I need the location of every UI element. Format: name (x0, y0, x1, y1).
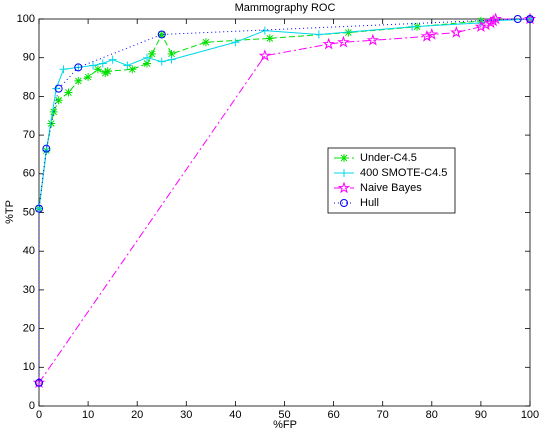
marker (93, 65, 102, 74)
x-tick-label: 50 (278, 409, 290, 421)
x-tick-label: 70 (377, 409, 389, 421)
x-tick-label: 40 (229, 409, 241, 421)
legend-marker (340, 199, 348, 207)
marker (157, 57, 166, 66)
legend-marker (340, 154, 348, 162)
marker (143, 59, 152, 68)
x-tick-label: 60 (327, 409, 339, 421)
marker (167, 55, 176, 64)
marker (513, 15, 522, 23)
legend: Under-C4.5 400 SMOTE-C4.5 Naive Bayes Hull (327, 147, 456, 214)
marker (258, 49, 272, 62)
y-tick-label: 70 (23, 129, 35, 141)
marker (103, 67, 112, 76)
series-line (38, 18, 531, 209)
y-tick-label: 100 (17, 13, 35, 25)
x-tick-label: 90 (475, 409, 487, 421)
x-tick-label: 20 (131, 409, 143, 421)
marker (322, 37, 335, 50)
legend-label: Hull (360, 197, 379, 209)
marker (344, 28, 353, 37)
marker (128, 65, 137, 74)
marker (260, 26, 269, 35)
marker (408, 22, 417, 31)
marker (201, 38, 210, 47)
y-tick-label: 30 (23, 284, 35, 296)
x-axis-label: %FP (273, 419, 297, 431)
y-tick-label: 20 (23, 323, 35, 335)
y-tick-label: 90 (23, 52, 35, 64)
series-line (38, 18, 530, 383)
y-tick-label: 40 (23, 245, 35, 257)
marker (157, 30, 166, 39)
legend-marker (337, 181, 351, 194)
marker (479, 18, 493, 31)
y-tick-label: 50 (23, 206, 35, 218)
y-tick-label: 10 (23, 361, 35, 373)
legend-label: Naive Bayes (360, 182, 422, 194)
marker (35, 204, 43, 213)
marker (474, 20, 488, 33)
legend-label: 400 SMOTE-C4.5 (360, 167, 447, 179)
x-tick-label: 80 (426, 409, 438, 421)
marker (526, 15, 534, 23)
y-tick-label: 80 (23, 90, 35, 102)
marker (35, 378, 43, 387)
legend-label: Under-C4.5 (360, 152, 417, 164)
marker (425, 27, 439, 40)
y-tick-label: 0 (29, 400, 35, 412)
series-line (38, 18, 530, 384)
marker (450, 26, 463, 38)
x-tick-label: 100 (521, 409, 539, 421)
marker (84, 73, 93, 82)
marker (123, 61, 132, 70)
chart-title: Mammography ROC (235, 2, 336, 14)
marker (337, 35, 350, 48)
marker (89, 61, 98, 70)
marker (314, 30, 323, 39)
marker (143, 53, 152, 62)
marker (54, 84, 63, 93)
marker (167, 49, 176, 58)
x-tick-label: 10 (82, 409, 94, 421)
x-tick-label: 30 (180, 409, 192, 421)
marker (231, 38, 240, 47)
marker (74, 76, 83, 85)
legend-marker (340, 169, 348, 177)
marker (74, 63, 83, 72)
marker (366, 33, 380, 46)
series-line (38, 18, 531, 209)
marker (54, 96, 63, 105)
x-tick-label: 0 (36, 409, 42, 421)
marker (108, 55, 117, 64)
marker (42, 144, 51, 153)
y-axis-label: %TP (4, 200, 16, 224)
marker (420, 29, 434, 42)
marker (265, 34, 274, 43)
marker (59, 65, 68, 74)
marker (147, 49, 156, 58)
plot-frame (38, 18, 531, 407)
y-tick-label: 60 (23, 168, 35, 180)
marker (64, 88, 73, 97)
marker (489, 12, 502, 25)
marker (157, 30, 166, 39)
legend-box (327, 147, 456, 214)
marker (98, 59, 107, 68)
